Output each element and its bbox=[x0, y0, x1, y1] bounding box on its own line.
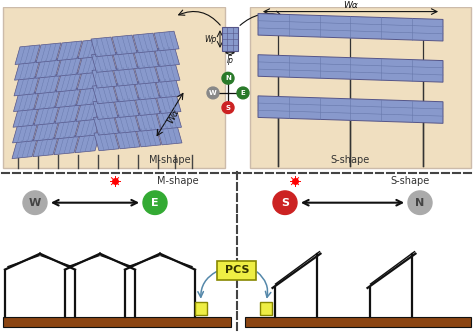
Text: S: S bbox=[281, 198, 289, 208]
Text: E: E bbox=[151, 198, 159, 208]
Polygon shape bbox=[12, 123, 37, 143]
Text: S: S bbox=[226, 105, 230, 111]
Circle shape bbox=[222, 102, 234, 114]
Polygon shape bbox=[93, 116, 118, 135]
Polygon shape bbox=[155, 47, 180, 66]
Polygon shape bbox=[155, 78, 181, 98]
Polygon shape bbox=[154, 31, 179, 51]
Polygon shape bbox=[134, 49, 158, 68]
Polygon shape bbox=[57, 41, 82, 61]
Polygon shape bbox=[13, 92, 38, 112]
Bar bbox=[260, 302, 272, 315]
Text: S-shape: S-shape bbox=[331, 155, 370, 165]
Polygon shape bbox=[36, 43, 61, 63]
Text: Wα: Wα bbox=[165, 108, 181, 125]
Polygon shape bbox=[14, 76, 39, 96]
Circle shape bbox=[408, 191, 432, 214]
Polygon shape bbox=[35, 74, 60, 94]
Polygon shape bbox=[93, 100, 118, 119]
Polygon shape bbox=[136, 112, 161, 131]
Polygon shape bbox=[258, 96, 443, 123]
Polygon shape bbox=[56, 72, 81, 92]
Circle shape bbox=[237, 87, 249, 99]
Bar bbox=[222, 27, 238, 51]
Polygon shape bbox=[56, 57, 82, 76]
Circle shape bbox=[273, 191, 297, 214]
Polygon shape bbox=[77, 70, 102, 90]
Circle shape bbox=[23, 191, 47, 214]
Polygon shape bbox=[258, 13, 443, 41]
Polygon shape bbox=[76, 86, 101, 106]
Bar bbox=[245, 317, 471, 327]
Text: M-shape: M-shape bbox=[149, 155, 191, 165]
Polygon shape bbox=[92, 68, 117, 88]
Bar bbox=[250, 7, 471, 169]
Polygon shape bbox=[15, 45, 40, 65]
Polygon shape bbox=[54, 135, 79, 155]
Polygon shape bbox=[155, 63, 180, 82]
Polygon shape bbox=[15, 61, 39, 80]
Circle shape bbox=[207, 87, 219, 99]
Polygon shape bbox=[12, 139, 37, 158]
Polygon shape bbox=[156, 110, 182, 129]
Text: S-shape: S-shape bbox=[391, 176, 429, 186]
Polygon shape bbox=[135, 96, 160, 116]
Circle shape bbox=[222, 72, 234, 84]
Polygon shape bbox=[78, 39, 103, 59]
Polygon shape bbox=[113, 66, 138, 86]
Text: N: N bbox=[225, 75, 231, 81]
Polygon shape bbox=[75, 118, 100, 137]
Text: W: W bbox=[209, 90, 217, 96]
Polygon shape bbox=[92, 84, 118, 104]
Polygon shape bbox=[156, 94, 181, 114]
Polygon shape bbox=[115, 129, 140, 149]
Text: Wα: Wα bbox=[343, 1, 358, 10]
Text: Wp: Wp bbox=[205, 35, 217, 44]
Text: PCS: PCS bbox=[225, 265, 249, 275]
Polygon shape bbox=[258, 55, 443, 82]
Polygon shape bbox=[55, 104, 80, 123]
Polygon shape bbox=[115, 114, 139, 133]
Polygon shape bbox=[34, 121, 58, 141]
Polygon shape bbox=[136, 127, 161, 147]
Polygon shape bbox=[36, 59, 61, 78]
Text: lp: lp bbox=[227, 56, 234, 65]
Text: E: E bbox=[241, 90, 246, 96]
Polygon shape bbox=[91, 37, 116, 57]
Polygon shape bbox=[91, 53, 117, 72]
Text: N: N bbox=[415, 198, 425, 208]
Polygon shape bbox=[13, 108, 38, 127]
Circle shape bbox=[143, 191, 167, 214]
Text: W: W bbox=[29, 198, 41, 208]
Polygon shape bbox=[76, 102, 101, 121]
FancyBboxPatch shape bbox=[218, 261, 256, 280]
Polygon shape bbox=[35, 90, 60, 110]
Polygon shape bbox=[55, 119, 80, 139]
Polygon shape bbox=[112, 35, 137, 55]
Polygon shape bbox=[112, 51, 137, 70]
Polygon shape bbox=[157, 125, 182, 145]
Polygon shape bbox=[113, 82, 138, 102]
Polygon shape bbox=[134, 65, 159, 84]
Polygon shape bbox=[135, 80, 159, 100]
Text: M-shape: M-shape bbox=[157, 176, 199, 186]
Polygon shape bbox=[133, 33, 158, 53]
Bar bbox=[195, 302, 207, 315]
Bar bbox=[3, 317, 231, 327]
Polygon shape bbox=[33, 137, 58, 157]
Polygon shape bbox=[55, 88, 81, 108]
Polygon shape bbox=[78, 55, 102, 74]
Polygon shape bbox=[114, 98, 139, 118]
Polygon shape bbox=[34, 106, 59, 125]
Polygon shape bbox=[75, 133, 100, 153]
Bar bbox=[3, 7, 225, 169]
Polygon shape bbox=[94, 131, 119, 151]
